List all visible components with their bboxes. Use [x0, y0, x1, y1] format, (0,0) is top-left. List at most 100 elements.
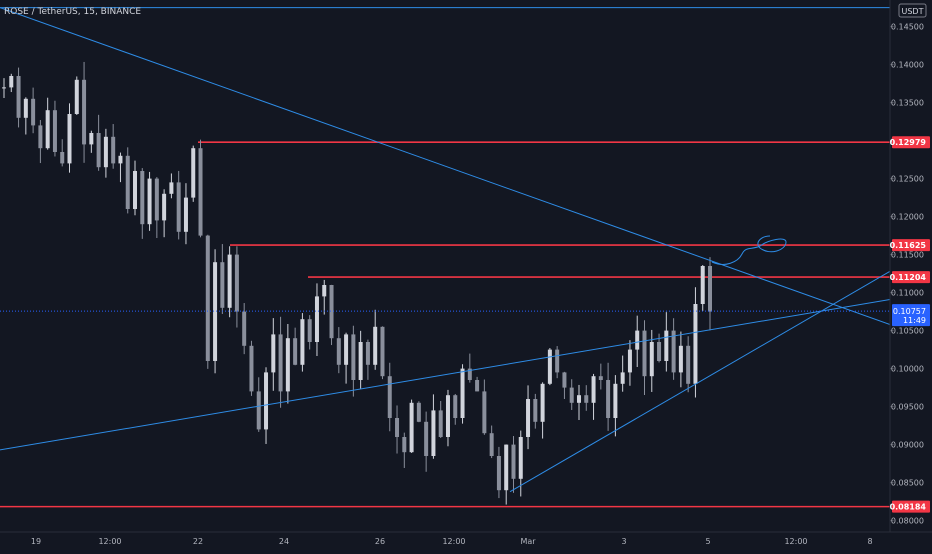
candle-body [708, 266, 712, 312]
candle-body [154, 178, 159, 221]
candle-body [285, 338, 290, 392]
candle-body [416, 402, 421, 422]
time-tick-label: 12:00 [784, 537, 807, 546]
candle-body [642, 330, 647, 377]
candle-body [140, 171, 145, 225]
candle-body [649, 342, 654, 377]
trendline[interactable] [509, 270, 891, 493]
candle-body [482, 391, 487, 434]
time-tick-label: 5 [705, 537, 710, 546]
candle-body [191, 148, 196, 198]
time-tick-label: Mar [520, 537, 536, 546]
candle-body [82, 79, 87, 145]
candle-body [693, 304, 698, 384]
trendlines[interactable] [0, 7, 891, 493]
candle-body [591, 376, 596, 403]
candle-body [387, 376, 392, 418]
candle-body [278, 334, 283, 392]
current-price-label: 0.10757 [893, 307, 926, 316]
candle-body [133, 171, 138, 209]
candle-body [271, 334, 276, 373]
price-tick-label: 0.14500 [891, 23, 924, 32]
price-tick-label: 0.11000 [891, 289, 924, 298]
candle-body [31, 98, 36, 126]
price-tick-label: 0.10500 [891, 327, 924, 336]
candle-body [475, 380, 480, 392]
time-tick-label: 12:00 [442, 537, 465, 546]
time-axis-ticks: 19 12:00 22 24 26 12:00 Mar 3 5 12:00 8 [31, 537, 873, 546]
candle-body [504, 444, 509, 491]
candle-body [351, 334, 356, 380]
price-tick-label: 0.09500 [891, 403, 924, 412]
candle-body [344, 334, 349, 365]
level-price-badge [892, 136, 930, 149]
countdown-label: 11:49 [903, 316, 926, 325]
candle-body [176, 182, 181, 232]
candle-body [125, 155, 130, 209]
candle-body [23, 98, 28, 118]
time-tick-label: 24 [279, 537, 289, 546]
time-tick-label: 26 [375, 537, 385, 546]
candle-body [89, 133, 94, 145]
candle-body [569, 387, 574, 403]
candle-body [67, 114, 72, 164]
horizontal-levels[interactable] [0, 141, 890, 508]
candle-body [307, 319, 312, 342]
candle-body [664, 330, 669, 361]
price-tick-label: 0.14000 [891, 61, 924, 70]
annotations [711, 235, 787, 265]
candle-body [322, 285, 327, 297]
candle-body [365, 342, 370, 365]
level-price-badge [892, 271, 930, 284]
candle-body [74, 79, 79, 114]
candle-body [198, 148, 203, 236]
price-tick-label: 0.09000 [891, 441, 924, 450]
candle-body [598, 376, 603, 380]
candle-body [256, 391, 261, 430]
price-tick-label: 0.11500 [891, 251, 924, 260]
candle-body [60, 152, 65, 164]
candle-body [606, 380, 611, 418]
currency-badge[interactable] [898, 3, 927, 18]
candle-body [467, 368, 472, 380]
candle-body [671, 330, 676, 373]
time-tick-label: 22 [193, 537, 203, 546]
candle-body [562, 372, 567, 388]
candle-body [169, 182, 174, 194]
candle-body [300, 319, 305, 365]
candle-body [395, 418, 400, 437]
candle-body [9, 76, 14, 88]
candle-body [249, 345, 254, 392]
price-tick-label: 0.13500 [891, 99, 924, 108]
level-price-badge [892, 500, 930, 513]
level-price-label: 0.08184 [890, 503, 927, 512]
price-tick-label: 0.08500 [891, 479, 924, 488]
candle-body [103, 136, 108, 168]
candle-body [678, 345, 683, 373]
time-tick-label: 19 [31, 537, 41, 546]
current-price-badge [892, 304, 930, 327]
price-tick-label: 0.08000 [891, 517, 924, 526]
trendline[interactable] [0, 7, 891, 325]
time-axis-panel[interactable] [0, 532, 932, 550]
candles [2, 61, 712, 505]
candle-body [314, 296, 319, 342]
candle-body [613, 383, 618, 418]
candle-body [111, 136, 116, 164]
candle-body [227, 254, 232, 308]
price-axis-panel[interactable] [890, 0, 932, 532]
candle-body [336, 338, 341, 365]
candle-body [162, 193, 167, 221]
candle-body [402, 437, 407, 453]
candle-body [264, 372, 269, 430]
candle-body [220, 262, 225, 308]
candle-body [234, 254, 239, 312]
candle-body [657, 342, 662, 361]
trendline[interactable] [0, 298, 891, 451]
candle-body [409, 402, 414, 453]
candle-body [489, 433, 494, 456]
candle-body [518, 437, 523, 479]
